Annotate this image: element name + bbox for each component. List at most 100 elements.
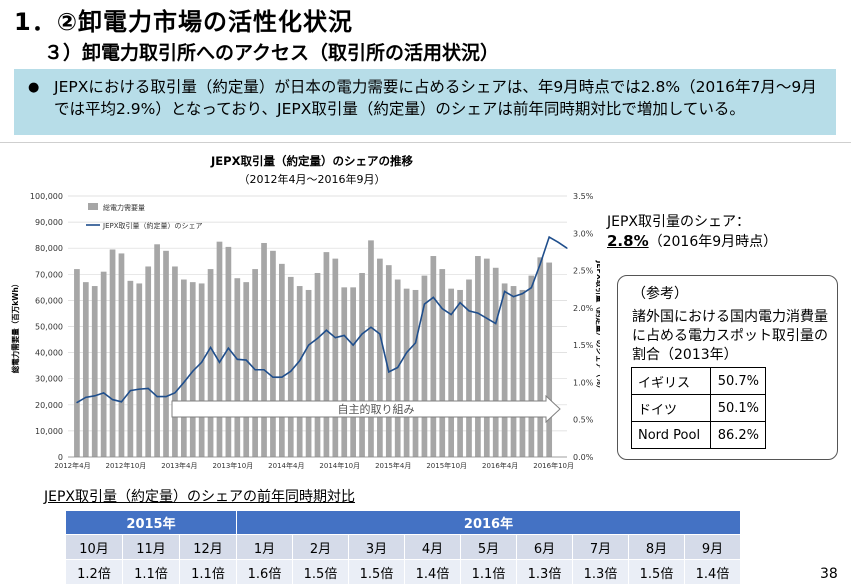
demand-bar bbox=[350, 287, 356, 457]
share-line bbox=[76, 235, 568, 404]
yoy-ratio-cell: 1.3倍 bbox=[516, 559, 573, 585]
share-annotation-value: 2.8% bbox=[607, 232, 649, 250]
y-right-tick-label: 0.5% bbox=[573, 416, 594, 425]
share-point bbox=[406, 352, 408, 354]
demand-bar bbox=[127, 280, 134, 457]
share-point bbox=[183, 381, 185, 384]
share-point bbox=[352, 344, 354, 346]
share-annotation-suffix: （2016年9月時点） bbox=[648, 234, 778, 250]
yoy-month-cell: 7月 bbox=[572, 534, 629, 560]
demand-bar bbox=[341, 287, 348, 457]
demand-bar bbox=[448, 288, 455, 457]
demand-bar bbox=[377, 258, 383, 457]
share-point bbox=[530, 287, 532, 289]
reference-value: 50.1% bbox=[710, 394, 766, 422]
share-point bbox=[423, 303, 426, 305]
y-left-tick-label: 80,000 bbox=[35, 244, 63, 253]
demand-bar bbox=[385, 265, 392, 457]
demand-bar bbox=[332, 258, 339, 457]
share-point bbox=[388, 371, 390, 373]
share-point bbox=[370, 326, 372, 328]
share-point bbox=[307, 344, 310, 346]
yoy-month-cell: 5月 bbox=[460, 534, 517, 560]
demand-bar bbox=[82, 282, 89, 457]
demand-bar bbox=[109, 249, 116, 457]
share-annotation: 2.8%（2016年9月時点） bbox=[607, 231, 777, 251]
x-tick-label: 2014年10月 bbox=[319, 461, 360, 470]
chart-legend: 総電力需要量 JEPX取引量（約定量）のシェア bbox=[86, 203, 203, 230]
demand-bar bbox=[145, 266, 152, 457]
demand-bar bbox=[519, 289, 526, 457]
share-chart: 自主的取り組み 0 10,000 20,000 30,000 40,000 50,000 6… bbox=[10, 154, 600, 470]
demand-bar bbox=[279, 263, 285, 457]
share-point bbox=[192, 370, 194, 372]
reference-row: ドイツ 50.1% bbox=[631, 394, 766, 422]
yoy-ratio-row: 1.2倍 1.1倍 1.1倍 1.6倍 1.5倍 1.5倍 1.4倍 1.1倍 1.3倍 1.3倍… bbox=[65, 559, 741, 585]
page-subtitle: ３）卸電力取引所へのアクセス（取引所の活用状況） bbox=[44, 42, 500, 64]
share-point bbox=[504, 290, 506, 293]
yoy-ratio-cell: 1.5倍 bbox=[348, 559, 405, 585]
yoy-month-cell: 10月 bbox=[65, 534, 123, 560]
share-point bbox=[165, 395, 167, 398]
demand-bar bbox=[189, 282, 196, 457]
demand-bar bbox=[314, 272, 321, 457]
demand-bar bbox=[510, 286, 517, 457]
demand-bars bbox=[74, 240, 553, 457]
share-point bbox=[76, 401, 78, 404]
share-point bbox=[361, 333, 363, 335]
reference-value: 50.7% bbox=[710, 367, 766, 395]
x-tick-label: 2012年10月 bbox=[106, 461, 147, 470]
share-point bbox=[441, 308, 443, 310]
demand-bar bbox=[537, 257, 544, 457]
legend-bar-label: 総電力需要量 bbox=[103, 203, 145, 212]
legend-line-label: JEPX取引量（約定量）のシェア bbox=[102, 221, 203, 230]
demand-bar bbox=[430, 256, 437, 457]
demand-bar bbox=[261, 242, 267, 457]
y-right-tick-label: 2.5% bbox=[573, 267, 594, 276]
share-point bbox=[548, 236, 550, 238]
demand-bar bbox=[136, 283, 143, 457]
share-point bbox=[486, 317, 488, 319]
y-left-tick-label: 60,000 bbox=[35, 296, 63, 305]
yoy-year-row: 2015年 2016年 bbox=[65, 510, 741, 535]
yoy-ratio-cell: 1.1倍 bbox=[179, 559, 237, 585]
legend-bar-swatch bbox=[88, 203, 98, 210]
share-point bbox=[94, 395, 96, 397]
x-tick-label: 2014年4月 bbox=[268, 461, 304, 470]
share-point bbox=[557, 241, 559, 243]
share-point bbox=[477, 312, 479, 314]
yoy-ratio-cell: 1.3倍 bbox=[572, 559, 629, 585]
demand-bar bbox=[243, 282, 250, 457]
yoy-month-cell: 11月 bbox=[122, 534, 180, 560]
y-left-tick-label: 40,000 bbox=[35, 349, 63, 358]
y-left-tick-label: 0 bbox=[58, 453, 63, 462]
demand-bar bbox=[91, 286, 98, 457]
yoy-month-cell: 12月 bbox=[179, 534, 237, 560]
share-point bbox=[236, 358, 238, 360]
share-point bbox=[129, 390, 131, 392]
y-right-axis-label: JEPX取引量（約定量）のシェア（%） bbox=[595, 260, 600, 393]
yoy-ratio-cell: 1.5倍 bbox=[628, 559, 685, 585]
yoy-year-2016: 2016年 bbox=[236, 510, 741, 535]
reference-title: （参考） bbox=[632, 286, 688, 302]
yoy-month-row: 10月 11月 12月 1月 2月 3月 4月 5月 6月 7月 8月 9月 bbox=[65, 534, 741, 560]
share-point bbox=[85, 396, 87, 398]
demand-bar bbox=[528, 275, 535, 457]
reference-country: イギリス bbox=[631, 367, 711, 395]
chart-axes: 0 10,000 20,000 30,000 40,000 50,000 60,000 70,… bbox=[30, 192, 594, 470]
yoy-ratio-cell: 1.1倍 bbox=[460, 559, 517, 585]
y-left-tick-label: 70,000 bbox=[35, 270, 63, 279]
demand-bar bbox=[439, 269, 446, 457]
demand-bar bbox=[492, 267, 499, 457]
demand-bar bbox=[421, 275, 428, 457]
y-left-axis-label: 総電力需要量（百万kWh） bbox=[10, 280, 20, 374]
yoy-ratio-cell: 1.1倍 bbox=[122, 559, 180, 585]
x-tick-label: 2013年4月 bbox=[161, 461, 197, 470]
chart-subtitle: （2012年4月～2016年9月） bbox=[239, 172, 386, 186]
chart-titles: JEPX取引量（約定量）のシェアの推移 （2012年4月～2016年9月） 総電力需… bbox=[10, 154, 600, 392]
demand-bar bbox=[180, 279, 187, 457]
demand-bar bbox=[483, 258, 490, 457]
yoy-ratio-cell: 1.6倍 bbox=[236, 559, 293, 585]
demand-bar bbox=[305, 289, 312, 457]
y-right-tick-label: 3.0% bbox=[573, 229, 594, 238]
